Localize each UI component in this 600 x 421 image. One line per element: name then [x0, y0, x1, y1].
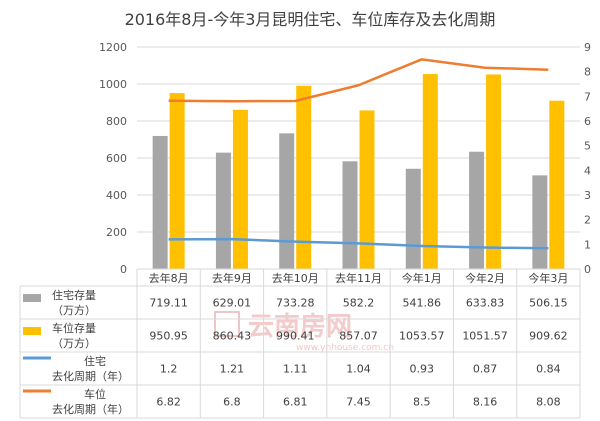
bar [215, 152, 231, 269]
y-right-tick-label: 7 [584, 90, 591, 103]
bar [422, 74, 438, 270]
table-value: 8.5 [413, 396, 431, 409]
x-category-label: 今年1月 [402, 271, 442, 285]
bar [169, 93, 185, 269]
watermark-brand: 云南房网 [248, 312, 352, 342]
table-value: 8.08 [536, 396, 561, 409]
table-value: 7.45 [346, 396, 371, 409]
legend-label: 车位存量 [52, 321, 96, 335]
line-marks [168, 58, 549, 250]
legend-label: （万方） [52, 303, 96, 317]
y-left-tick-label: 600 [106, 152, 127, 165]
table-value: 860.43 [213, 330, 252, 343]
series-line [168, 237, 549, 250]
bar-marks [152, 74, 565, 270]
y-right-tick-label: 6 [584, 115, 591, 128]
series-line [168, 58, 549, 103]
table-value: 6.81 [283, 396, 308, 409]
data-table: 去年8月 去年9月 去年10月 去年11月 今年1月 今年2月 今年3月住宅存量（万方）71… [19, 268, 581, 419]
legend-label: 住宅 [84, 354, 106, 368]
y-right-tick-label: 5 [584, 140, 591, 153]
legend-label: 去化周期（年） [52, 369, 129, 383]
bar [359, 110, 375, 269]
y-right-tick-label: 1 [584, 238, 591, 251]
chart-title: 2016年8月-今年3月昆明住宅、车位库存及去化周期 [125, 10, 496, 29]
x-category-label: 去年11月 [335, 271, 382, 285]
gridlines [137, 46, 580, 270]
bar [279, 133, 295, 269]
legend-label: 去化周期（年） [52, 402, 129, 416]
table-value: 909.62 [529, 330, 568, 343]
table-value: 0.87 [473, 363, 498, 376]
x-category-label: 去年8月 [149, 271, 189, 285]
bar [469, 151, 485, 269]
watermark-url: www.ynhouse.com.cn [296, 343, 394, 353]
table-value: 506.15 [529, 297, 568, 310]
table-value: 1.2 [160, 363, 178, 376]
table-value: 541.86 [403, 297, 442, 310]
legend-key [23, 294, 41, 302]
x-category-label: 今年3月 [528, 271, 568, 285]
table-value: 6.82 [156, 396, 181, 409]
table-value: 582.2 [343, 297, 375, 310]
bar [549, 100, 565, 269]
table-value: 8.16 [473, 396, 498, 409]
y-right-tick-label: 4 [584, 164, 591, 177]
table-value: 733.28 [276, 297, 315, 310]
bar [532, 175, 548, 269]
table-value: 719.11 [149, 297, 188, 310]
y-right-tick-label: 0 [584, 263, 591, 276]
bar [152, 135, 168, 269]
x-category-label: 去年9月 [212, 271, 252, 285]
table-value: 857.07 [339, 330, 378, 343]
legend-key [23, 327, 41, 335]
bar [486, 74, 502, 269]
y-left-tick-label: 0 [120, 263, 127, 276]
y-left-tick-label: 200 [106, 226, 127, 239]
table-value: 1.21 [220, 363, 245, 376]
bar [405, 168, 421, 269]
y-left-tick-label: 1000 [99, 78, 127, 91]
y-right-tick-label: 8 [584, 66, 591, 79]
table-value: 1051.57 [462, 330, 508, 343]
table-value: 629.01 [213, 297, 252, 310]
y-axis-ticks: 0 200 400 600 800 1000 1200 0 1 2 3 4 5 6 7 8 9 [99, 41, 591, 276]
table-value: 950.95 [149, 330, 188, 343]
table-value: 0.93 [410, 363, 435, 376]
x-category-label: 今年2月 [465, 271, 505, 285]
table-value: 633.83 [466, 297, 505, 310]
table-value: 990.41 [276, 330, 315, 343]
y-right-tick-label: 2 [584, 214, 591, 227]
table-value: 1.04 [346, 363, 371, 376]
table-value: 6.8 [223, 396, 241, 409]
y-left-tick-label: 1200 [99, 41, 127, 54]
legend-label: （万方） [52, 336, 96, 350]
legend-label: 住宅存量 [52, 288, 96, 302]
y-left-tick-label: 400 [106, 189, 127, 202]
y-right-tick-label: 3 [584, 189, 591, 202]
y-right-tick-label: 9 [584, 41, 591, 54]
table-value: 1053.57 [399, 330, 445, 343]
bar [232, 109, 248, 269]
bar [296, 85, 312, 270]
table-value: 1.11 [283, 363, 308, 376]
legend-label: 车位 [84, 387, 106, 401]
x-category-label: 去年10月 [272, 271, 319, 285]
y-left-tick-label: 800 [106, 115, 127, 128]
watermark-logo [214, 311, 240, 337]
table-value: 0.84 [536, 363, 561, 376]
bar [342, 161, 358, 269]
